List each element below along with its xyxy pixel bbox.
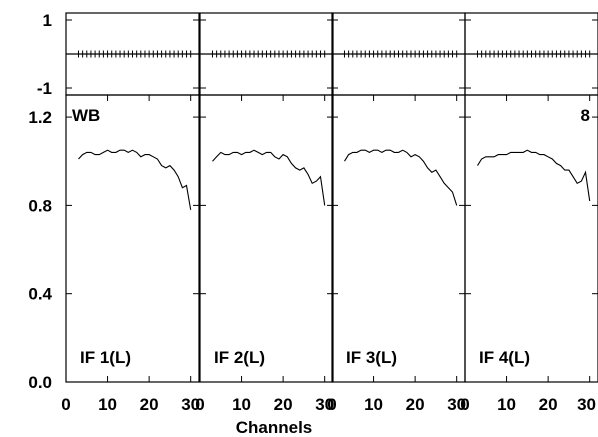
series-line-1	[78, 149, 192, 210]
series-line-2	[212, 149, 326, 206]
x-tick-label: 10	[232, 395, 251, 414]
panel-label-1: IF 1(L)	[80, 348, 131, 367]
y-tick-label: 0.4	[28, 285, 52, 304]
x-tick-label: 20	[539, 395, 558, 414]
series-line-3	[344, 149, 458, 206]
bottom-panel-frame-4	[464, 94, 598, 383]
y-tick-label: 0.0	[28, 373, 52, 392]
series-line-4	[477, 149, 591, 202]
x-tick-label: 30	[181, 395, 200, 414]
bottom-panel-frame-3	[331, 94, 466, 383]
corner-label-left: WB	[72, 106, 100, 125]
panel-label-2: IF 2(L)	[214, 348, 265, 367]
x-tick-label: 20	[406, 395, 425, 414]
panel-label-4: IF 4(L)	[479, 348, 530, 367]
y-tick-label: 1.2	[28, 108, 52, 127]
x-tick-label: 20	[140, 395, 159, 414]
x-tick-label: 30	[577, 395, 596, 414]
y-tick-label: 1	[43, 11, 52, 30]
x-tick-label: 30	[447, 395, 466, 414]
x-tick-label: 10	[497, 395, 516, 414]
x-tick-label: 0	[195, 395, 204, 414]
x-tick-label: 0	[61, 395, 70, 414]
x-tick-label: 10	[364, 395, 383, 414]
x-axis-label: Channels	[236, 418, 313, 437]
x-tick-label: 10	[98, 395, 117, 414]
x-tick-label: 0	[460, 395, 469, 414]
x-tick-label: 30	[315, 395, 334, 414]
bottom-panel-frame-1	[65, 94, 200, 383]
x-tick-label: 20	[274, 395, 293, 414]
corner-label-right: 8	[581, 106, 590, 125]
bottom-panel-frame-2	[199, 94, 334, 383]
y-tick-label: -1	[37, 79, 52, 98]
x-tick-label: 0	[327, 395, 336, 414]
y-tick-label: 0.8	[28, 196, 52, 215]
panel-label-3: IF 3(L)	[346, 348, 397, 367]
